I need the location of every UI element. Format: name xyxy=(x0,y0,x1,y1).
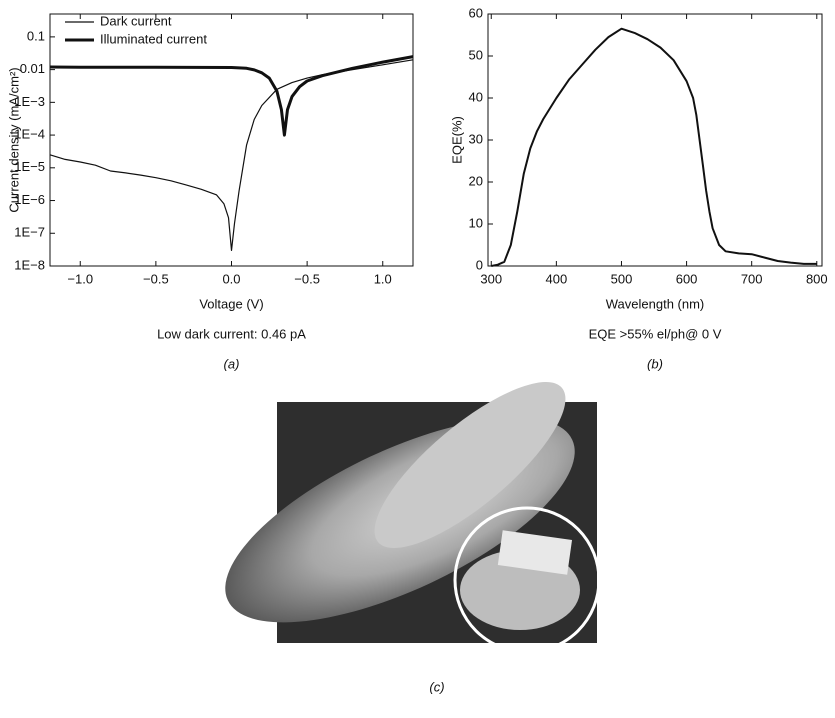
y-tick-label: 1E−6 xyxy=(14,192,45,207)
x-tick-label: 600 xyxy=(676,271,698,286)
y-tick-label: 50 xyxy=(469,47,483,62)
y-tick-label: 1E−3 xyxy=(14,94,45,109)
y-tick-label: 1E−5 xyxy=(14,159,45,174)
y-tick-label: 1E−4 xyxy=(14,127,45,142)
y-tick-label: 1E−8 xyxy=(14,257,45,272)
legend-label: Illuminated current xyxy=(100,31,207,46)
x-tick-label: 800 xyxy=(806,271,828,286)
x-tick-label: 700 xyxy=(741,271,763,286)
x-tick-label: 500 xyxy=(611,271,633,286)
y-tick-label: 40 xyxy=(469,89,483,104)
plot-frame xyxy=(49,13,414,267)
y-axis-title: EQE(%) xyxy=(449,116,464,164)
panel-label: (b) xyxy=(647,356,663,371)
x-tick-label: −0.5 xyxy=(294,271,320,286)
x-tick-label: 300 xyxy=(480,271,502,286)
x-tick-label: 0.0 xyxy=(222,271,240,286)
x-tick-label: 1.0 xyxy=(374,271,392,286)
panel-label: (c) xyxy=(429,679,444,694)
y-tick-label: 60 xyxy=(469,5,483,20)
legend-label: Dark current xyxy=(100,13,172,28)
series-line xyxy=(491,27,817,267)
panel-label: (a) xyxy=(224,356,240,371)
plot-frame xyxy=(487,13,823,267)
y-tick-label: 1E−7 xyxy=(14,225,45,240)
y-tick-label: 20 xyxy=(469,173,483,188)
x-tick-label: 400 xyxy=(546,271,568,286)
x-tick-label: −0.5 xyxy=(143,271,169,286)
y-tick-label: 10 xyxy=(469,215,483,230)
x-tick-label: −1.0 xyxy=(67,271,93,286)
x-axis-title: Wavelength (nm) xyxy=(606,296,705,311)
x-axis-title: Voltage (V) xyxy=(199,296,263,311)
caption: EQE >55% el/ph@ 0 V xyxy=(589,326,722,341)
caption: Low dark current: 0.46 pA xyxy=(157,326,306,341)
photo xyxy=(225,382,601,654)
y-tick-label: 0.1 xyxy=(27,28,45,43)
series-line xyxy=(49,55,414,137)
y-tick-label: 0 xyxy=(476,257,483,272)
series-line xyxy=(49,59,414,251)
y-tick-label: 0.01 xyxy=(20,61,45,76)
y-axis-title: Current density (mA/cm²) xyxy=(6,67,21,212)
y-tick-label: 30 xyxy=(469,131,483,146)
